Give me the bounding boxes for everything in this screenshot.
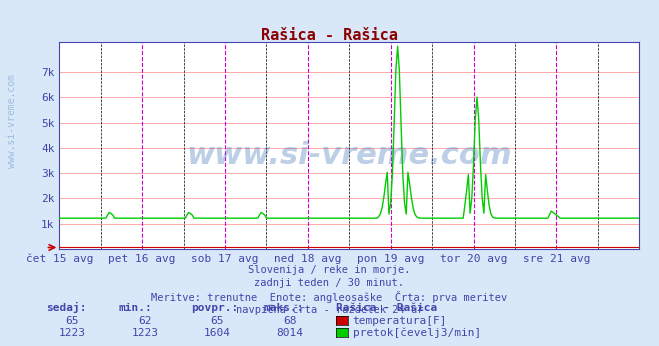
Text: temperatura[F]: temperatura[F] <box>353 316 447 326</box>
Text: zadnji teden / 30 minut.: zadnji teden / 30 minut. <box>254 278 405 288</box>
Text: povpr.:: povpr.: <box>191 303 239 313</box>
Text: Meritve: trenutne  Enote: angleosaške  Črta: prva meritev: Meritve: trenutne Enote: angleosaške Črt… <box>152 291 507 303</box>
Text: 1223: 1223 <box>59 328 86 338</box>
Text: Slovenija / reke in morje.: Slovenija / reke in morje. <box>248 265 411 275</box>
Text: 1223: 1223 <box>132 328 158 338</box>
Text: maks.:: maks.: <box>264 303 304 313</box>
Text: 65: 65 <box>66 316 79 326</box>
Text: www.si-vreme.com: www.si-vreme.com <box>7 74 16 168</box>
Text: 8014: 8014 <box>277 328 303 338</box>
Text: min.:: min.: <box>119 303 152 313</box>
Text: 65: 65 <box>211 316 224 326</box>
Text: Rašica - Rašica: Rašica - Rašica <box>336 303 438 313</box>
Text: sedaj:: sedaj: <box>46 302 86 313</box>
Text: www.si-vreme.com: www.si-vreme.com <box>186 141 512 170</box>
Text: 68: 68 <box>283 316 297 326</box>
Text: Rašica - Rašica: Rašica - Rašica <box>261 28 398 43</box>
Text: 62: 62 <box>138 316 152 326</box>
Text: navpična črta - razdelek 24 ur: navpična črta - razdelek 24 ur <box>236 304 423 315</box>
Text: 1604: 1604 <box>204 328 231 338</box>
Text: pretok[čevelj3/min]: pretok[čevelj3/min] <box>353 327 481 338</box>
